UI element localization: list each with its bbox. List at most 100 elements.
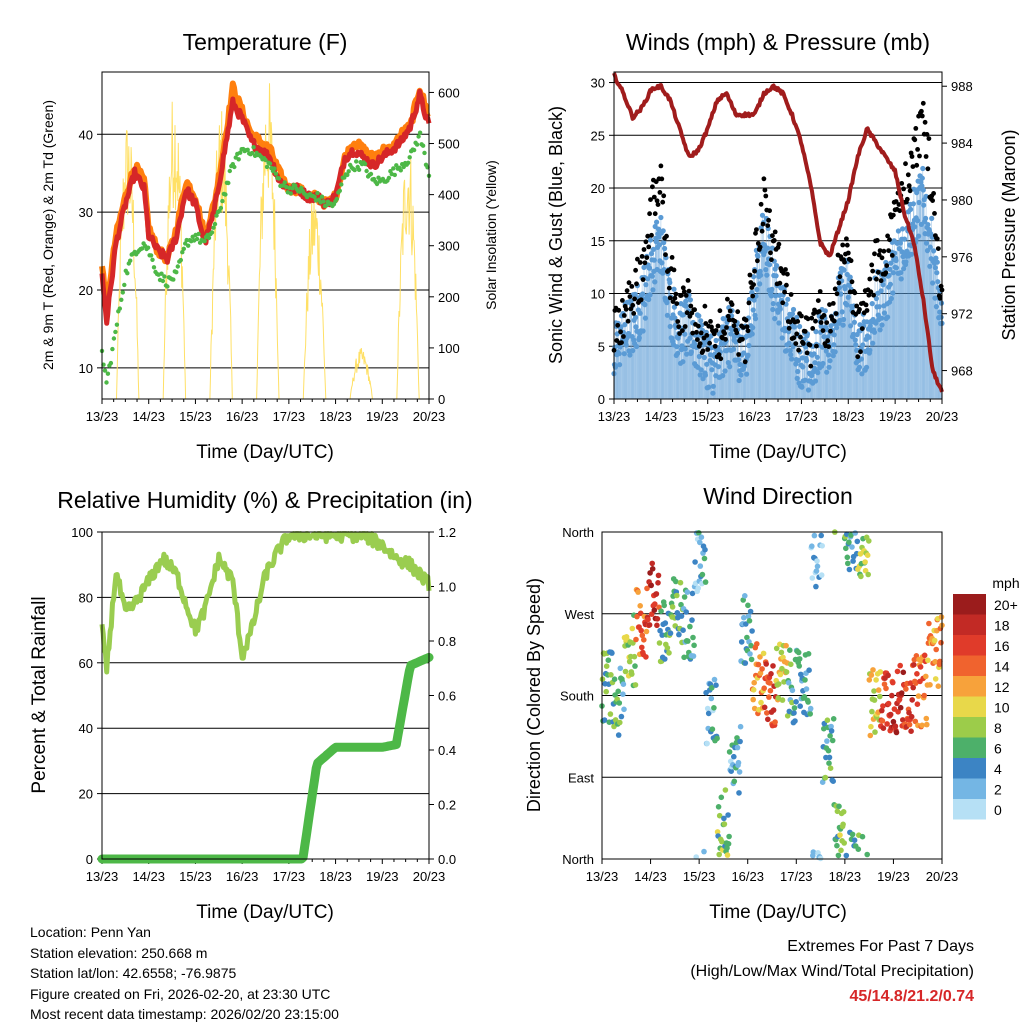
- direction-point: [697, 539, 703, 546]
- x-tick-label: 19/23: [879, 409, 912, 424]
- extremes-panel: Extremes For Past 7 Days (High/Low/Max W…: [690, 934, 974, 1009]
- y-tick-label: 0: [86, 852, 93, 867]
- dewpoint-point: [420, 143, 426, 148]
- wind-point: [931, 248, 937, 254]
- direction-point: [751, 705, 758, 712]
- gust-point: [731, 323, 737, 329]
- solar-peak: [302, 199, 327, 400]
- colorbar-label: 10: [994, 700, 1010, 716]
- direction-point: [690, 634, 696, 641]
- extremes-subtitle: (High/Low/Max Wind/Total Precipitation): [690, 963, 974, 980]
- direction-point: [872, 729, 878, 735]
- y-tick-label: 5: [598, 339, 605, 354]
- direction-point: [649, 560, 655, 567]
- wind-point: [687, 297, 694, 303]
- x-tick-label: 20/23: [413, 409, 446, 424]
- direction-point: [862, 559, 868, 565]
- dewpoint-point: [236, 157, 241, 162]
- wind-point: [713, 337, 719, 344]
- direction-point: [781, 679, 787, 685]
- solar-peak: [116, 130, 140, 400]
- direction-point: [819, 779, 826, 785]
- gust-point: [934, 236, 940, 242]
- latlon-text: Station lat/lon: 42.6558; -76.9875: [30, 965, 237, 981]
- direction-point: [658, 608, 664, 614]
- gust-point: [715, 323, 721, 329]
- direction-point: [877, 669, 884, 675]
- y-tick-label: 30: [591, 76, 605, 91]
- direction-point: [764, 710, 770, 716]
- wind-point: [671, 286, 677, 292]
- gust-point: [761, 176, 767, 182]
- direction-point: [783, 642, 789, 649]
- dewpoint-point: [345, 172, 350, 178]
- direction-point: [921, 652, 928, 659]
- direction-point: [674, 592, 680, 599]
- gust-point: [896, 202, 902, 207]
- direction-point: [817, 855, 824, 862]
- direction-point: [785, 680, 792, 686]
- x-tick-label: 15/23: [683, 869, 716, 884]
- wind-point: [880, 282, 886, 288]
- gust-point: [804, 350, 810, 356]
- gust-point: [836, 280, 842, 286]
- gust-point: [680, 285, 686, 291]
- direction-point: [761, 704, 768, 711]
- gust-point: [640, 277, 646, 282]
- wind-point: [625, 330, 632, 337]
- wind-point: [887, 266, 893, 272]
- direction-point: [714, 829, 721, 835]
- extremes-values: 45/14.8/21.2/0.74: [849, 988, 974, 1005]
- direction-point: [836, 803, 842, 810]
- direction-point: [637, 610, 644, 617]
- gust-point: [686, 288, 692, 294]
- colorbar-label: 16: [994, 638, 1010, 654]
- colorbar-swatch: [953, 635, 986, 656]
- gust-point: [680, 328, 685, 333]
- gust-point: [734, 330, 740, 336]
- wind-point: [921, 202, 927, 208]
- wind-point: [793, 361, 799, 367]
- wind-point: [828, 323, 834, 329]
- direction-point: [818, 532, 824, 539]
- direction-point: [827, 765, 834, 771]
- direction-point: [654, 622, 660, 629]
- y-tick-label: 25: [591, 128, 605, 143]
- gust-point: [688, 303, 694, 309]
- x-tick-label: 16/23: [738, 409, 771, 424]
- direction-point: [849, 544, 855, 550]
- gust-point: [673, 291, 679, 297]
- gust-point: [926, 136, 932, 142]
- y2-tick-label: 972: [951, 307, 973, 322]
- gust-point: [899, 181, 905, 186]
- wind-point: [854, 347, 860, 353]
- extremes-title: Extremes For Past 7 Days: [787, 938, 974, 955]
- dewpoint-point: [151, 265, 157, 270]
- gust-point: [704, 333, 710, 338]
- plot-frame: [101, 531, 430, 860]
- gust-point: [881, 248, 887, 254]
- direction-point: [687, 623, 693, 630]
- gust-point: [872, 251, 877, 257]
- gust-point: [802, 329, 808, 334]
- direction-point: [740, 597, 746, 603]
- gust-point: [663, 252, 668, 258]
- direction-point: [750, 696, 756, 703]
- wind-point: [814, 354, 821, 360]
- wind-point: [910, 201, 917, 207]
- direction-point: [744, 634, 750, 641]
- direction-point: [894, 668, 901, 675]
- gust-point: [859, 326, 865, 331]
- wind-point: [838, 291, 844, 297]
- gust-point: [674, 301, 680, 306]
- x-tick-label: 19/23: [366, 409, 399, 424]
- gust-point: [864, 308, 870, 313]
- dewpoint-point: [407, 155, 412, 160]
- direction-point: [698, 534, 705, 540]
- gust-point: [657, 190, 663, 195]
- wind-point: [932, 295, 938, 301]
- direction-point: [726, 833, 732, 840]
- gust-point: [834, 291, 840, 297]
- colorbar-swatch: [953, 778, 986, 799]
- wind-point: [881, 310, 888, 316]
